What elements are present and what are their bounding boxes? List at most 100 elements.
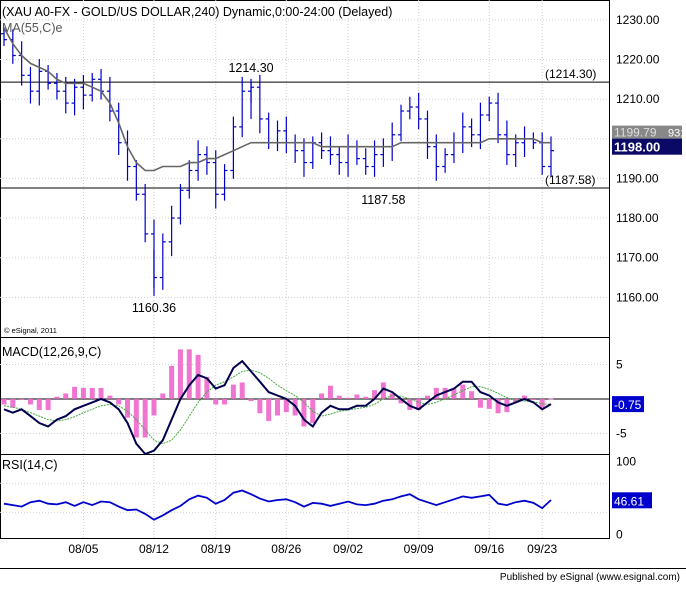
x-tick-label: 09/09 bbox=[404, 542, 434, 556]
macd-histogram-bar bbox=[248, 398, 254, 402]
macd-histogram-bar bbox=[283, 398, 289, 413]
rsi-y-tick-label: 100 bbox=[616, 454, 636, 468]
price-y-tick-label: 1220.00 bbox=[616, 52, 660, 66]
price-series-layer bbox=[0, 27, 609, 296]
price-candle bbox=[203, 146, 210, 175]
macd-histogram-bar bbox=[142, 398, 148, 438]
price-candle bbox=[115, 102, 122, 156]
macd-histogram-bar bbox=[1, 398, 7, 405]
macd-signal-line bbox=[3, 369, 552, 445]
rsi-line bbox=[3, 489, 552, 521]
x-tick-label: 08/05 bbox=[68, 542, 98, 556]
macd-histogram-bar bbox=[477, 398, 483, 408]
ma-label: MA(55,C)e bbox=[2, 21, 62, 35]
macd-histogram-bar bbox=[10, 398, 16, 408]
price-candle bbox=[80, 74, 87, 110]
macd-series-layer bbox=[0, 349, 609, 456]
price-candle bbox=[486, 96, 493, 122]
rsi-y-tick-label: 0 bbox=[616, 527, 623, 541]
copyright: © eSignal, 2011 bbox=[4, 326, 57, 335]
price-candle bbox=[1, 27, 7, 46]
macd-histogram-bar bbox=[27, 398, 33, 405]
price-candle bbox=[318, 132, 325, 159]
macd-histogram-bar bbox=[336, 395, 342, 399]
price-y-tick-label: 1210.00 bbox=[616, 92, 660, 106]
ma-value: 1199.79 bbox=[614, 126, 657, 140]
macd-histogram-bar bbox=[213, 398, 219, 405]
price-y-tick-label: 1180.00 bbox=[616, 211, 659, 225]
price-candle bbox=[256, 74, 263, 134]
price-y-tick-label: 1230.00 bbox=[616, 13, 660, 27]
x-tick-label: 09/23 bbox=[527, 542, 557, 556]
macd-histogram-bar bbox=[98, 387, 104, 399]
macd-histogram-bar bbox=[451, 389, 457, 399]
price-y-tick-label: 1190.00 bbox=[616, 171, 659, 185]
ma-value-suffix: 931 bbox=[668, 128, 686, 140]
price-candle bbox=[398, 104, 405, 142]
macd-histogram-bar bbox=[222, 398, 228, 405]
macd-histogram-bar bbox=[275, 398, 280, 416]
x-tick-label: 08/19 bbox=[201, 542, 231, 556]
price-candle bbox=[327, 136, 334, 165]
level-label: (1214.30) bbox=[545, 67, 596, 81]
price-candle bbox=[406, 96, 413, 120]
rsi-value: 46.61 bbox=[614, 494, 644, 508]
rsi-label: RSI(14,C) bbox=[2, 458, 58, 472]
macd-histogram-bar bbox=[266, 398, 272, 421]
macd-histogram-bar bbox=[54, 396, 60, 399]
macd-histogram-bar bbox=[125, 398, 131, 418]
price-candle bbox=[133, 160, 140, 201]
macd-histogram-bar bbox=[380, 382, 386, 399]
annotation-low: 1160.36 bbox=[132, 301, 176, 315]
ma-value-box bbox=[612, 125, 682, 140]
price-candle bbox=[230, 116, 237, 179]
price-candle bbox=[212, 150, 219, 209]
macd-histogram-bar bbox=[548, 398, 554, 400]
last-price-box bbox=[612, 138, 682, 155]
x-tick-label: 09/02 bbox=[333, 542, 363, 556]
macd-histogram-bar bbox=[486, 398, 492, 409]
macd-histogram-bar bbox=[363, 396, 369, 399]
macd-histogram-bar bbox=[107, 395, 113, 399]
macd-histogram-bar bbox=[116, 398, 122, 405]
price-candle bbox=[442, 148, 449, 173]
macd-histogram-bar bbox=[63, 393, 69, 399]
price-candle bbox=[495, 92, 502, 144]
price-candle bbox=[168, 205, 175, 257]
macd-histogram-bar bbox=[301, 398, 307, 427]
x-tick-label: 08/26 bbox=[271, 542, 301, 556]
price-y-tick-label: 1160.00 bbox=[616, 290, 659, 304]
macd-histogram-bar bbox=[160, 393, 166, 399]
macd-histogram-bar bbox=[230, 384, 236, 399]
last-price-value: 1198.00 bbox=[614, 140, 660, 155]
macd-label: MACD(12,26,9,C) bbox=[2, 345, 101, 359]
macd-histogram-bar bbox=[495, 398, 501, 414]
rsi-panel-frame bbox=[0, 454, 610, 539]
macd-y-tick-label: 5 bbox=[616, 358, 623, 372]
price-y-tick-label: 1170.00 bbox=[616, 251, 659, 265]
rsi-series-layer bbox=[3, 489, 552, 521]
x-tick-label: 09/16 bbox=[474, 542, 504, 556]
macd-histogram-bar bbox=[416, 398, 422, 410]
annotation-support: 1187.58 bbox=[361, 193, 405, 207]
label-layer: 1160.001170.001180.001190.001200.001210.… bbox=[68, 13, 686, 556]
macd-histogram-bar bbox=[186, 349, 192, 399]
macd-histogram-bar bbox=[398, 398, 404, 404]
macd-histogram-bar bbox=[239, 382, 245, 399]
price-candle bbox=[53, 72, 60, 100]
macd-histogram-bar bbox=[372, 390, 378, 399]
macd-histogram-bar bbox=[19, 398, 25, 400]
price-candle bbox=[142, 183, 149, 243]
level-label: (1187.58) bbox=[545, 173, 595, 187]
price-candle bbox=[477, 102, 484, 150]
macd-histogram-bar bbox=[204, 376, 210, 399]
price-candle bbox=[221, 164, 228, 201]
macd-histogram-bar bbox=[257, 398, 263, 414]
macd-histogram-bar bbox=[36, 398, 42, 410]
macd-histogram-bar bbox=[442, 387, 448, 399]
price-candle bbox=[195, 140, 202, 181]
price-candle bbox=[186, 160, 193, 199]
macd-histogram-bar bbox=[460, 384, 466, 399]
